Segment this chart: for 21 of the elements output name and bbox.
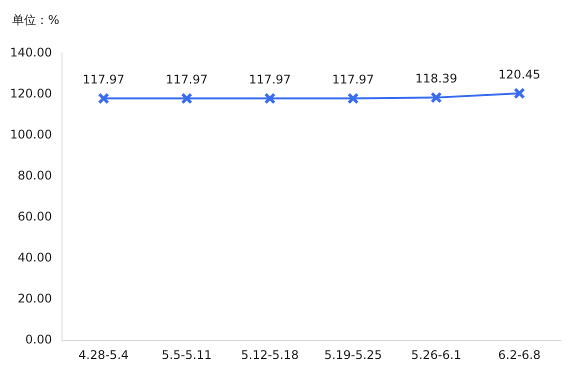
y-tick-label: 20.00 — [18, 292, 52, 306]
data-label: 117.97 — [248, 72, 291, 87]
y-tick-label: 120.00 — [10, 86, 52, 100]
data-label: 120.45 — [498, 67, 540, 82]
y-tick-label: 0.00 — [25, 332, 52, 347]
data-label: 117.97 — [82, 72, 125, 87]
x-tick-label: 6.2-6.8 — [498, 348, 541, 362]
y-tick-label: 80.00 — [18, 168, 52, 182]
y-axis-title: 单位：% — [12, 12, 60, 29]
y-tick-label: 60.00 — [18, 210, 52, 224]
x-tick-label: 5.26-6.1 — [411, 348, 462, 362]
x-tick-label: 5.19-5.25 — [324, 348, 382, 362]
data-label: 118.39 — [415, 72, 458, 86]
x-tick-label: 4.28-5.4 — [78, 348, 129, 362]
y-tick-label: 40.00 — [18, 250, 52, 265]
data-label: 117.97 — [332, 72, 374, 87]
x-tick-label: 5.5-5.11 — [162, 348, 212, 362]
x-tick-label: 5.12-5.18 — [241, 348, 299, 362]
y-tick-label: 140.00 — [10, 45, 52, 60]
y-tick-label: 100.00 — [10, 127, 52, 142]
data-label: 117.97 — [166, 72, 208, 87]
